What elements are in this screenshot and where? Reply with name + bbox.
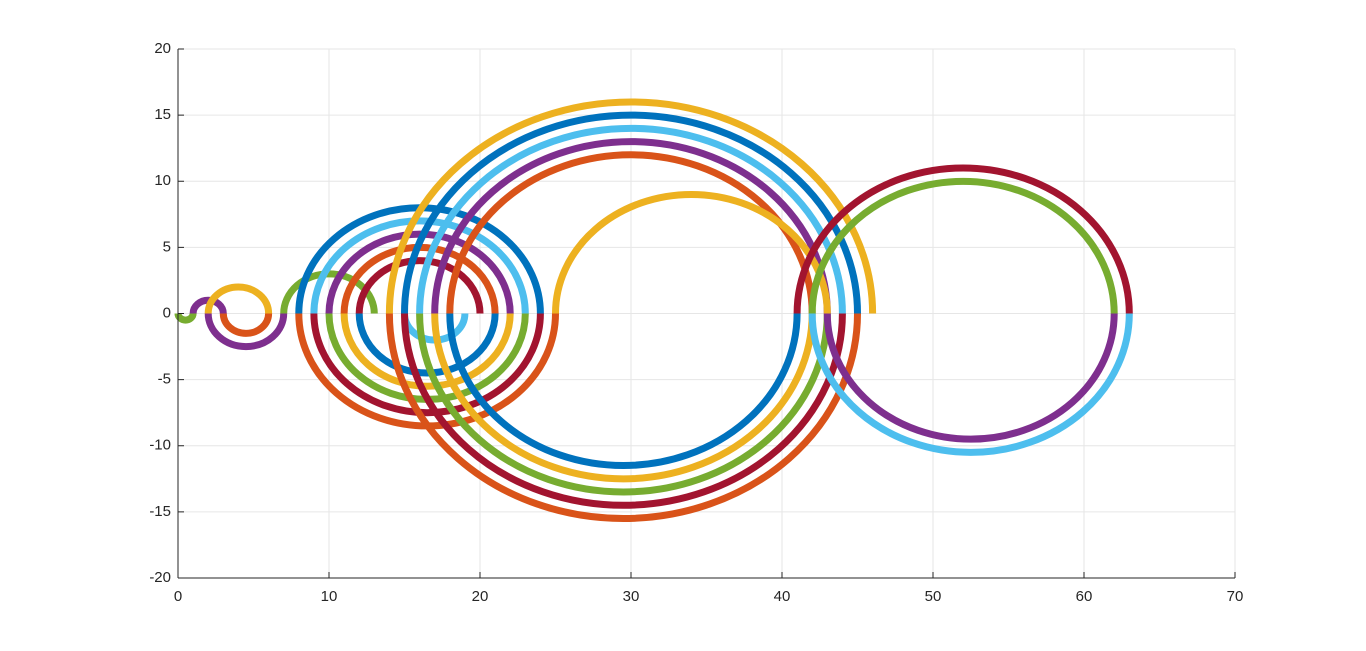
- arc: [416, 124, 846, 314]
- x-tick-label: 60: [1076, 588, 1093, 605]
- arc: [204, 313, 288, 351]
- y-tick-label: -20: [149, 569, 171, 586]
- y-tick-label: 15: [154, 106, 171, 123]
- y-tick-label: 20: [154, 40, 171, 57]
- arc: [431, 313, 816, 483]
- arc: [431, 138, 831, 314]
- arc: [823, 313, 1118, 443]
- y-tick-label: 0: [163, 304, 171, 321]
- x-tick-label: 40: [774, 588, 791, 605]
- arc: [808, 177, 1118, 314]
- x-tick-label: 0: [174, 588, 182, 605]
- arc: [446, 313, 801, 470]
- arc: [174, 312, 197, 324]
- y-tick-label: 5: [163, 238, 171, 255]
- arc: [793, 164, 1133, 314]
- y-tick-label: -5: [158, 371, 171, 388]
- y-tick-label: -15: [149, 503, 171, 520]
- arc: [416, 313, 831, 496]
- arc: [385, 313, 861, 522]
- arc: [446, 151, 816, 314]
- arc: [355, 313, 499, 377]
- x-tick-label: 10: [321, 588, 338, 605]
- arc: [310, 313, 544, 417]
- arc: [219, 313, 273, 337]
- arc: [204, 283, 273, 314]
- arc: [808, 313, 1133, 456]
- x-tick-label: 70: [1227, 588, 1244, 605]
- y-tick-label: 10: [154, 172, 171, 189]
- arc: [401, 313, 846, 509]
- x-tick-label: 20: [472, 588, 489, 605]
- arc: [355, 257, 484, 314]
- arc: [310, 217, 529, 314]
- grid: [177, 48, 1236, 579]
- y-tick-label: -10: [149, 437, 171, 454]
- x-tick-label: 50: [925, 588, 942, 605]
- arc: [340, 313, 514, 390]
- axes: 0 10 20 30 40 50 60 70 -20 -15 -10 -5 0 5 10 15 20: [149, 40, 1243, 605]
- arc: [280, 270, 378, 314]
- x-tick-label: 30: [623, 588, 640, 605]
- arcs: [174, 98, 1133, 522]
